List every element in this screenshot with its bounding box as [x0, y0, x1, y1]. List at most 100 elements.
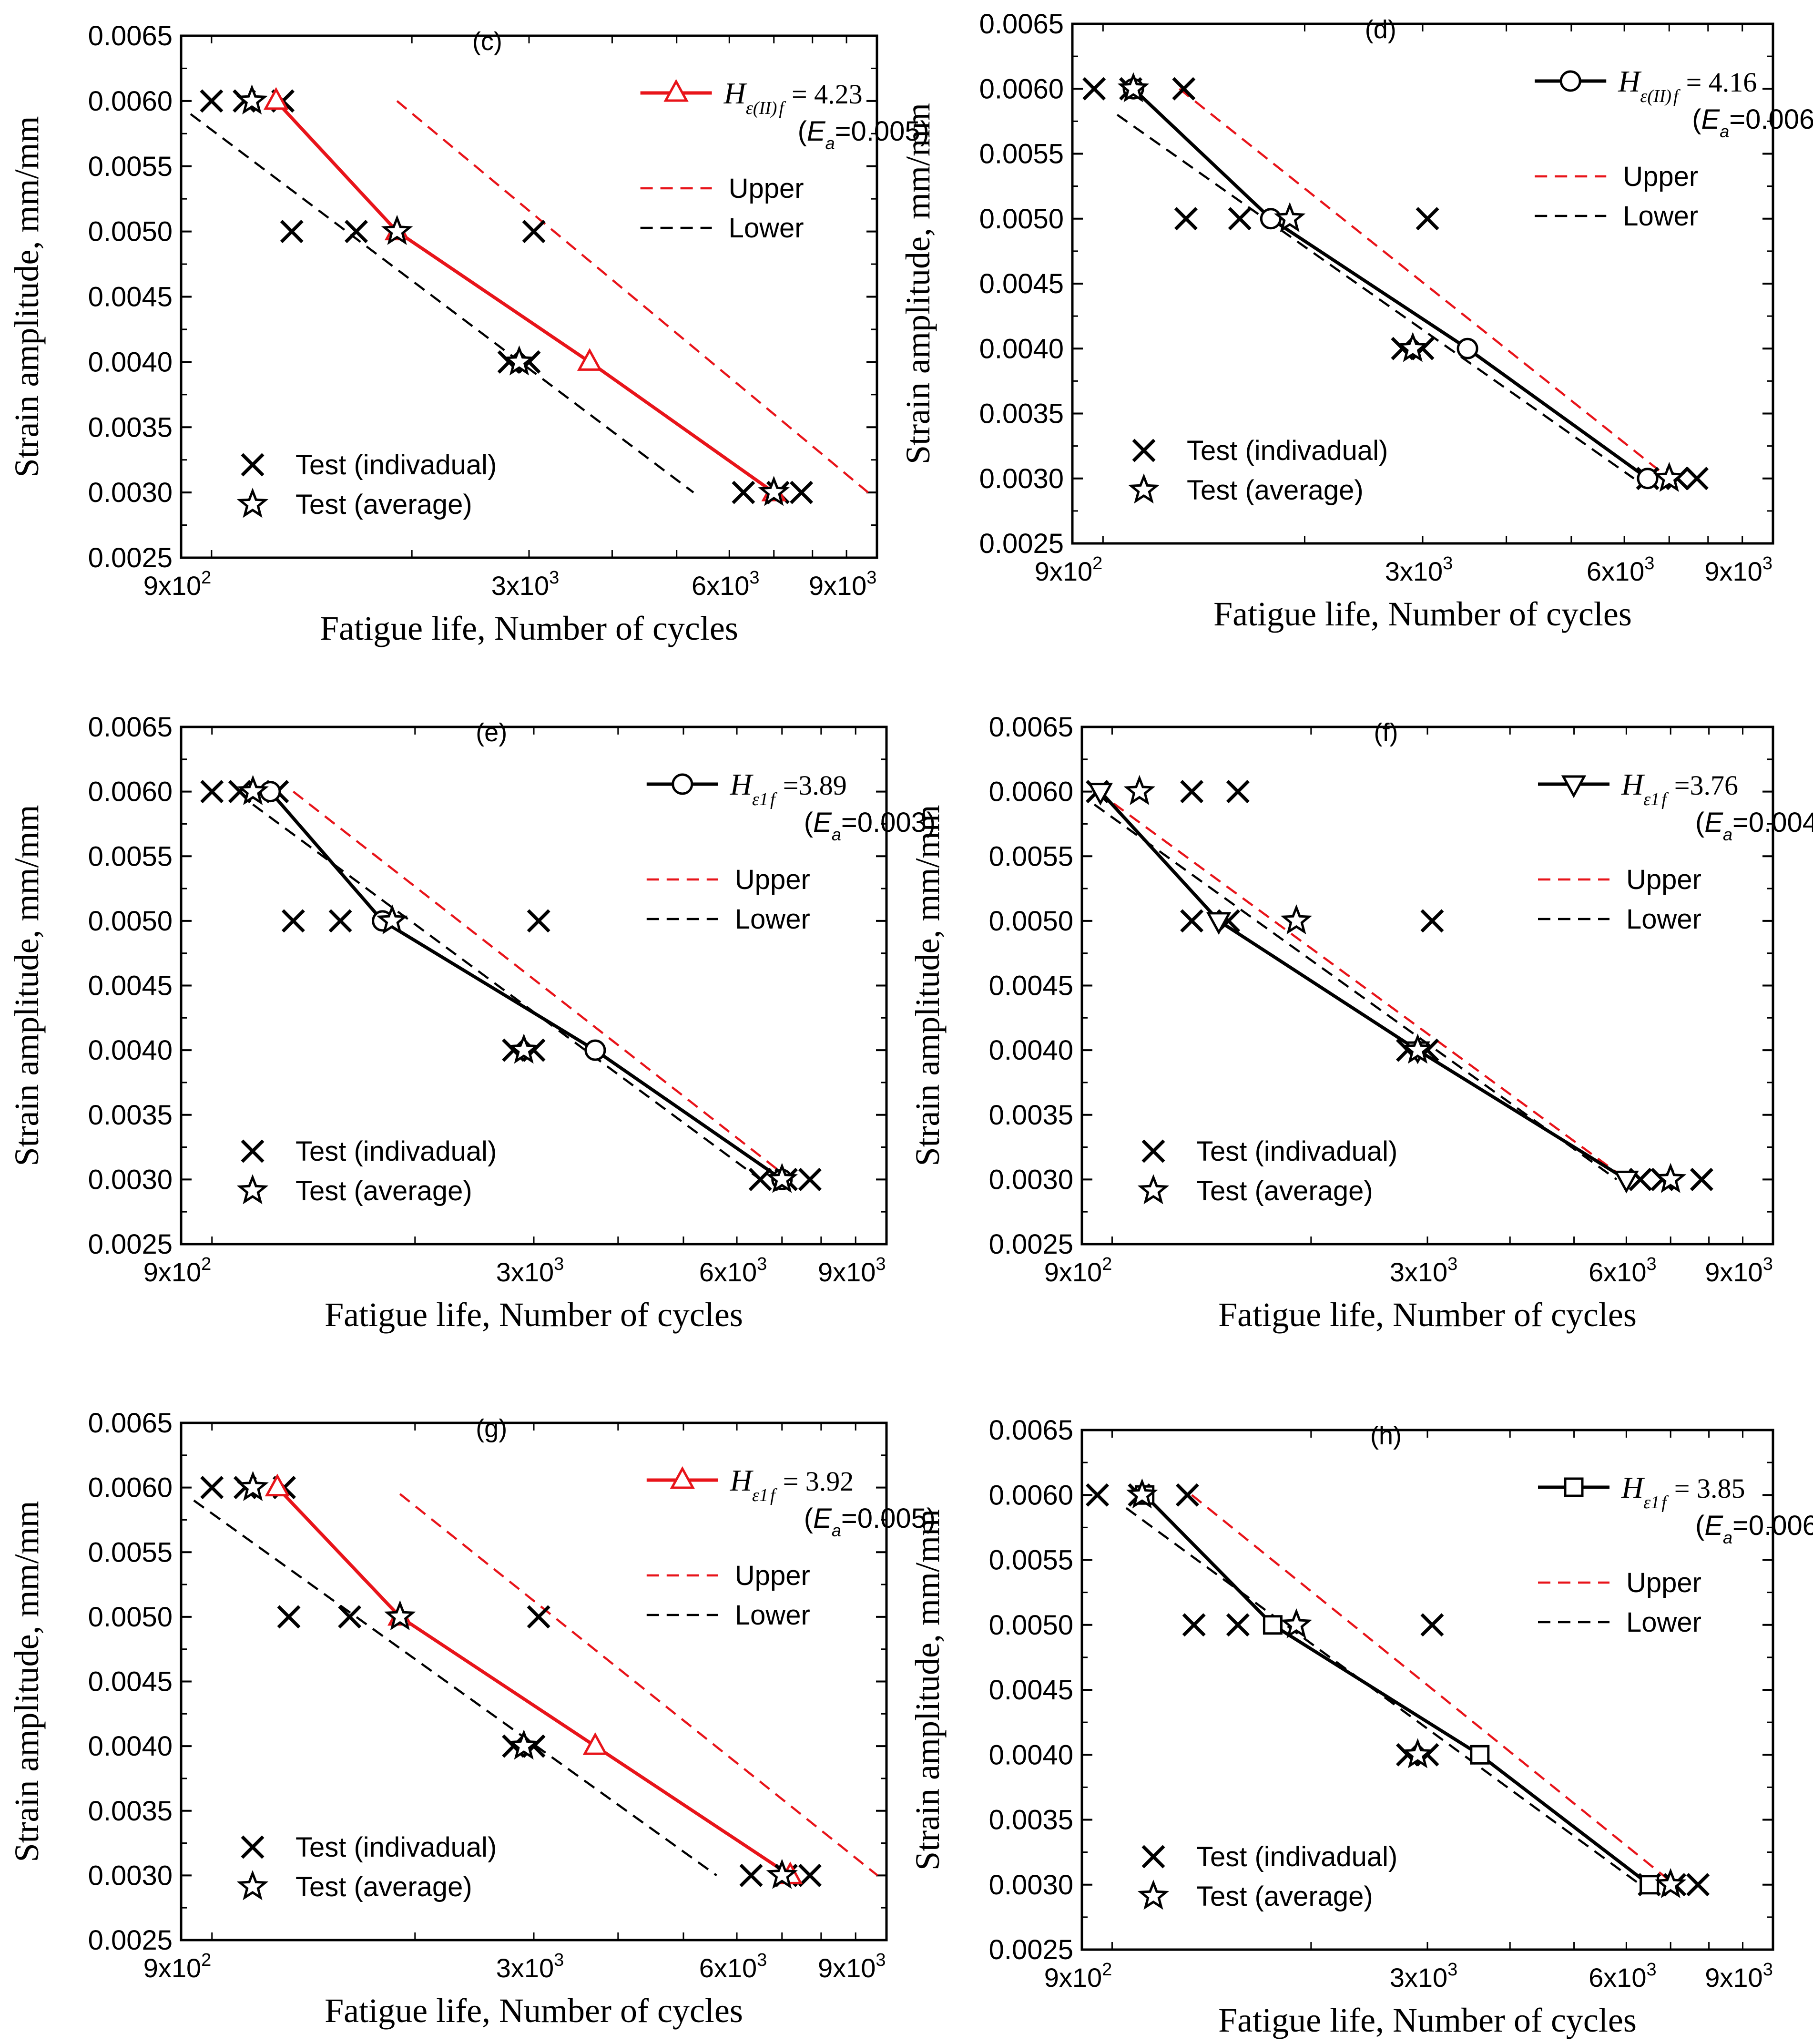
test-individual-marker: [1172, 77, 1196, 101]
x-tick-label: 9x102: [1044, 1254, 1112, 1287]
test-individual-marker: [1690, 1167, 1713, 1191]
model-marker: [263, 87, 289, 110]
y-tick-label: 0.0065: [979, 9, 1064, 40]
ea-symbol: E: [1704, 1510, 1723, 1541]
panel-label: (d): [1365, 15, 1396, 44]
test-average-marker: [376, 904, 408, 935]
legend-model-label: Hε1 f =3.76: [1621, 767, 1738, 809]
test-individual-marker: [1086, 1483, 1110, 1507]
legend-test-average-label: Test (average): [295, 1175, 472, 1206]
test-average-marker: [1402, 1033, 1434, 1064]
panel-label: (e): [476, 718, 507, 747]
ea-value: =0.005: [835, 116, 920, 147]
y-tick-label: 0.0055: [989, 1545, 1073, 1576]
y-tick-label: 0.0060: [979, 73, 1064, 104]
model-subscript: ε1: [1643, 1492, 1660, 1513]
test-average-marker: [758, 476, 790, 506]
upper-bound-line: [1097, 790, 1627, 1181]
y-axis-label: Strain amplitude, mm/mm: [899, 103, 937, 464]
test-individual-marker: [1182, 1613, 1206, 1637]
legend-upper-label: Upper: [735, 1560, 810, 1591]
x-tick-label: 9x103: [809, 568, 877, 601]
x-tick-exponent: 3: [554, 1254, 564, 1274]
y-tick-label: 0.0055: [979, 139, 1064, 170]
legend-test-average-marker: [1137, 1880, 1170, 1910]
ea-prefix: (: [798, 116, 807, 147]
panel-label: (g): [476, 1414, 507, 1443]
x-tick-mantissa: 6x10: [699, 1953, 757, 1983]
x-tick-label: 6x103: [699, 1254, 767, 1287]
legend-test-individual-marker: [1132, 439, 1156, 462]
x-tick-mantissa: 9x10: [1705, 1962, 1762, 1993]
x-tick-mantissa: 3x10: [491, 571, 549, 601]
x-tick-mantissa: 6x10: [699, 1257, 757, 1287]
y-tick-label: 0.0035: [989, 1805, 1073, 1836]
model-value: =3.89: [783, 770, 847, 801]
y-tick-label: 0.0045: [989, 971, 1073, 1002]
legend-ea-label: (Ea=0.006): [1695, 1510, 1813, 1547]
x-tick-label: 9x103: [1704, 553, 1772, 586]
legend-ea-label: (Ea=0.005): [798, 116, 929, 153]
upper-bound-line: [1179, 88, 1670, 480]
test-average-marker: [237, 1471, 269, 1501]
ea-value: =0.006: [1732, 1510, 1813, 1541]
x-tick-exponent: 3: [876, 1950, 886, 1970]
ea-prefix: (: [1692, 104, 1701, 135]
y-tick-label: 0.0050: [989, 1610, 1073, 1641]
y-tick-label: 0.0025: [88, 1229, 173, 1260]
test-individual-marker: [277, 1605, 301, 1629]
panel-label: (f): [1374, 718, 1398, 747]
model-marker: [1088, 783, 1113, 806]
test-individual-marker: [200, 89, 224, 113]
model-subscript: ε(II): [746, 98, 777, 118]
legend-ea-label: (Ea=0.006): [1692, 104, 1813, 141]
model-subscript-tail: f: [770, 1485, 777, 1505]
model-subscript-tail: f: [1661, 789, 1669, 809]
y-tick-label: 0.0055: [88, 1537, 173, 1568]
model-marker: [259, 781, 281, 803]
y-tick-label: 0.0065: [88, 1408, 173, 1439]
legend-model-label: Hε(II) f = 4.16: [1618, 64, 1757, 106]
model-line: [276, 1486, 792, 1877]
test-average-marker: [1654, 1163, 1687, 1193]
test-individual-marker: [798, 1167, 822, 1191]
ea-value: =0.006: [1729, 104, 1813, 135]
legend-test-average-label: Test (average): [1196, 1175, 1373, 1206]
x-tick-label: 9x103: [1705, 1960, 1773, 1993]
test-average-marker: [503, 345, 535, 376]
ea-suffix: ): [920, 116, 929, 147]
x-tick-exponent: 3: [866, 568, 876, 588]
y-tick-label: 0.0025: [989, 1934, 1073, 1965]
y-tick-label: 0.0025: [88, 542, 173, 573]
upper-bound-line: [399, 1493, 878, 1877]
x-tick-mantissa: 6x10: [692, 571, 749, 601]
y-tick-label: 0.0045: [88, 1666, 173, 1697]
test-individual-marker: [1416, 207, 1439, 231]
ea-prefix: (: [1695, 1510, 1704, 1541]
test-average-marker: [1123, 775, 1156, 805]
upper-bound-line: [1191, 1494, 1676, 1886]
model-subscript-tail: f: [770, 789, 777, 809]
legend-test-average-marker: [236, 1870, 269, 1901]
x-axis-label: Fatigue life, Number of cycles: [320, 609, 738, 647]
test-individual-marker: [1228, 207, 1252, 231]
legend-lower-label: Lower: [1626, 904, 1701, 935]
x-tick-mantissa: 9x10: [1044, 1962, 1102, 1993]
y-axis-label: Strain amplitude, mm/mm: [908, 1509, 947, 1870]
y-tick-label: 0.0060: [88, 777, 173, 807]
legend-test-average-marker: [1137, 1174, 1170, 1205]
ea-value: =0.004: [1732, 807, 1813, 838]
x-tick-exponent: 2: [1102, 1960, 1112, 1980]
test-individual-marker: [1180, 909, 1204, 933]
test-individual-marker: [1420, 1613, 1444, 1637]
x-tick-exponent: 3: [757, 1950, 767, 1970]
model-line: [275, 100, 775, 494]
legend-test-individual-label: Test (indivadual): [1196, 1841, 1397, 1872]
x-axis-label: Fatigue life, Number of cycles: [1218, 2001, 1637, 2039]
lower-bound-line: [1116, 113, 1635, 480]
y-tick-label: 0.0055: [88, 841, 173, 872]
y-tick-label: 0.0040: [989, 1739, 1073, 1770]
x-tick-mantissa: 3x10: [1390, 1257, 1447, 1287]
y-axis-label: Strain amplitude, mm/mm: [8, 1501, 46, 1862]
